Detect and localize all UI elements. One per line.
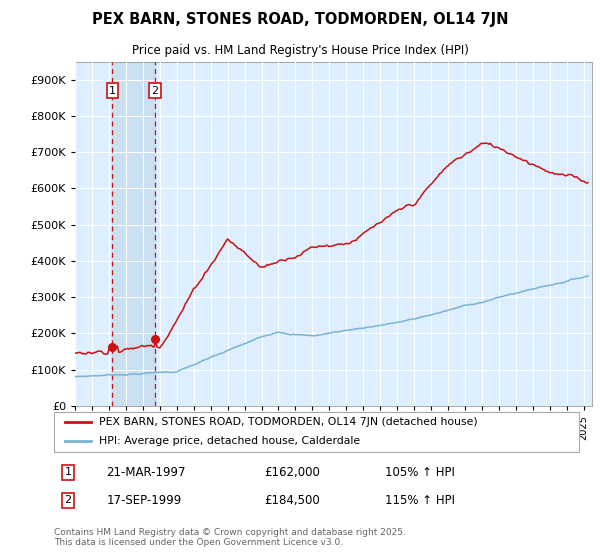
Text: 2: 2 (151, 86, 158, 96)
Text: £184,500: £184,500 (264, 494, 320, 507)
Text: 1: 1 (109, 86, 116, 96)
Text: 17-SEP-1999: 17-SEP-1999 (107, 494, 182, 507)
Text: 21-MAR-1997: 21-MAR-1997 (107, 465, 186, 479)
Text: HPI: Average price, detached house, Calderdale: HPI: Average price, detached house, Cald… (98, 436, 360, 446)
Bar (112, 62, 155, 406)
Text: 1: 1 (65, 467, 71, 477)
Text: 105% ↑ HPI: 105% ↑ HPI (385, 465, 455, 479)
Text: £162,000: £162,000 (264, 465, 320, 479)
Text: PEX BARN, STONES ROAD, TODMORDEN, OL14 7JN (detached house): PEX BARN, STONES ROAD, TODMORDEN, OL14 7… (98, 418, 477, 427)
Text: PEX BARN, STONES ROAD, TODMORDEN, OL14 7JN: PEX BARN, STONES ROAD, TODMORDEN, OL14 7… (92, 12, 508, 27)
Text: 2: 2 (65, 496, 71, 506)
Text: 115% ↑ HPI: 115% ↑ HPI (385, 494, 455, 507)
Text: Contains HM Land Registry data © Crown copyright and database right 2025.
This d: Contains HM Land Registry data © Crown c… (54, 528, 406, 548)
Text: Price paid vs. HM Land Registry's House Price Index (HPI): Price paid vs. HM Land Registry's House … (131, 44, 469, 57)
